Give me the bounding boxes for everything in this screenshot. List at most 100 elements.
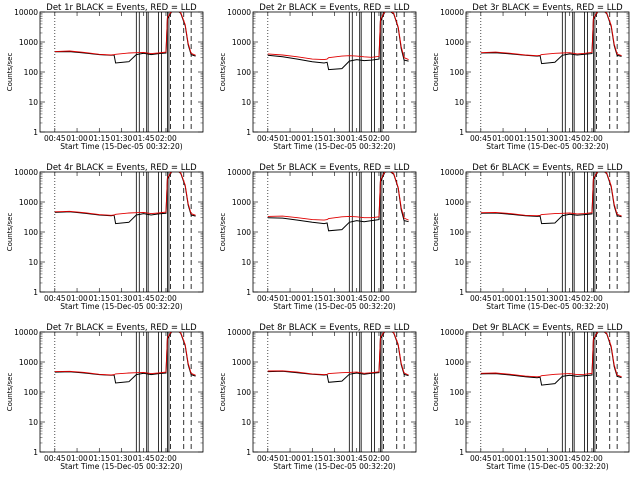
x-tick-label: 01:30 — [324, 134, 346, 143]
panel-title: Det 3r BLACK = Events, RED = LLD — [472, 3, 623, 13]
x-tick-label: 02:00 — [581, 294, 603, 303]
x-tick-label: 01:00 — [66, 454, 88, 463]
plot-area — [54, 172, 196, 292]
panel-3: Det 3r BLACK = Events, RED = LLD 1 10 100 10… — [432, 3, 630, 151]
y-tick-label: 1 — [459, 288, 464, 297]
plot-area — [267, 332, 409, 452]
y-tick-label: 100 — [24, 388, 39, 397]
panel-7: Det 7r BLACK = Events, RED = LLD 1 10 100 10… — [6, 323, 204, 471]
x-axis-label: Start Time (15-Dec-05 00:32:20) — [273, 142, 395, 151]
panel-title: Det 1r BLACK = Events, RED = LLD — [46, 3, 197, 13]
y-tick-label: 1000 — [232, 198, 251, 207]
y-tick-label: 1 — [33, 128, 38, 137]
lld-series-line — [54, 172, 196, 216]
x-tick-label: 01:00 — [279, 134, 301, 143]
y-axis-label: Counts/sec — [432, 213, 440, 252]
panel-title: Det 6r BLACK = Events, RED = LLD — [472, 163, 623, 173]
y-tick-label: 10000 — [440, 8, 464, 17]
y-tick-label: 1 — [246, 448, 251, 457]
x-tick-label: 01:00 — [492, 134, 514, 143]
y-tick-label: 1 — [246, 128, 251, 137]
y-tick-label: 1 — [246, 288, 251, 297]
plot-frame — [252, 11, 417, 133]
lld-series-line — [54, 332, 196, 376]
y-tick-label: 1 — [459, 128, 464, 137]
events-series-line — [480, 12, 622, 65]
y-tick-label: 1000 — [445, 198, 464, 207]
lld-series-line — [480, 12, 622, 57]
y-tick-label: 10000 — [14, 8, 38, 17]
panel-title: Det 7r BLACK = Events, RED = LLD — [46, 323, 197, 333]
y-axis-label: Counts/sec — [432, 53, 440, 92]
panel-9: Det 9r BLACK = Events, RED = LLD 1 10 100 10… — [432, 323, 630, 471]
y-axis-label: Counts/sec — [6, 373, 14, 412]
x-tick-label: 00:45 — [44, 454, 66, 463]
events-series-line — [54, 12, 196, 64]
events-series-line — [480, 172, 622, 225]
y-tick-label: 10 — [241, 418, 251, 427]
x-tick-label: 01:15 — [301, 134, 323, 143]
x-tick-label: 00:45 — [257, 454, 279, 463]
y-tick-label: 10000 — [440, 168, 464, 177]
y-axis-label: Counts/sec — [219, 53, 227, 92]
plot-area — [54, 12, 196, 132]
y-axis-label: Counts/sec — [6, 213, 14, 252]
y-tick-label: 10 — [454, 98, 464, 107]
y-tick-label: 10000 — [227, 328, 251, 337]
x-axis-label: Start Time (15-Dec-05 00:32:20) — [486, 142, 608, 151]
x-tick-label: 01:45 — [346, 294, 368, 303]
y-tick-label: 100 — [450, 388, 465, 397]
panel-8: Det 8r BLACK = Events, RED = LLD 1 10 100 10… — [219, 323, 417, 471]
x-tick-label: 00:45 — [257, 294, 279, 303]
x-tick-label: 01:45 — [346, 134, 368, 143]
x-tick-label: 00:45 — [257, 134, 279, 143]
x-tick-label: 01:00 — [279, 454, 301, 463]
x-tick-label: 01:45 — [559, 134, 581, 143]
y-tick-label: 10000 — [14, 328, 38, 337]
y-tick-label: 100 — [24, 228, 39, 237]
x-tick-label: 01:30 — [537, 134, 559, 143]
plot-frame — [39, 11, 204, 133]
x-tick-label: 02:00 — [155, 454, 177, 463]
y-tick-label: 1 — [33, 288, 38, 297]
x-tick-label: 01:00 — [279, 294, 301, 303]
y-tick-label: 1000 — [445, 358, 464, 367]
x-tick-label: 01:15 — [88, 134, 110, 143]
plot-area — [267, 12, 409, 132]
x-axis-label: Start Time (15-Dec-05 00:32:20) — [486, 302, 608, 311]
y-tick-label: 1000 — [445, 38, 464, 47]
x-tick-label: 01:15 — [88, 294, 110, 303]
x-tick-label: 01:45 — [346, 454, 368, 463]
y-axis-label: Counts/sec — [432, 373, 440, 412]
panel-2: Det 2r BLACK = Events, RED = LLD 1 10 100 10… — [219, 3, 417, 151]
x-tick-label: 00:45 — [470, 454, 492, 463]
plot-area — [267, 172, 409, 292]
x-tick-label: 00:45 — [470, 294, 492, 303]
plot-frame — [39, 171, 204, 293]
y-axis-label: Counts/sec — [219, 373, 227, 412]
y-tick-label: 100 — [237, 68, 252, 77]
x-tick-label: 01:00 — [66, 294, 88, 303]
x-tick-label: 02:00 — [368, 294, 390, 303]
plot-frame — [465, 171, 630, 293]
lld-series-line — [480, 332, 622, 378]
x-tick-label: 02:00 — [581, 454, 603, 463]
x-tick-label: 01:00 — [66, 134, 88, 143]
panel-title: Det 9r BLACK = Events, RED = LLD — [472, 323, 623, 333]
y-tick-label: 100 — [237, 228, 252, 237]
plot-area — [480, 332, 622, 452]
x-tick-label: 00:45 — [470, 134, 492, 143]
y-tick-label: 10 — [241, 258, 251, 267]
y-axis-label: Counts/sec — [6, 53, 14, 92]
lld-series-line — [267, 172, 409, 221]
plot-frame — [465, 11, 630, 133]
lld-series-line — [54, 12, 196, 56]
x-tick-label: 01:45 — [133, 294, 155, 303]
panel-4: Det 4r BLACK = Events, RED = LLD 1 10 100 10… — [6, 163, 204, 311]
plot-frame — [465, 331, 630, 453]
y-tick-label: 1 — [459, 448, 464, 457]
events-series-line — [480, 332, 622, 386]
events-series-line — [54, 332, 196, 384]
x-tick-label: 01:00 — [492, 454, 514, 463]
